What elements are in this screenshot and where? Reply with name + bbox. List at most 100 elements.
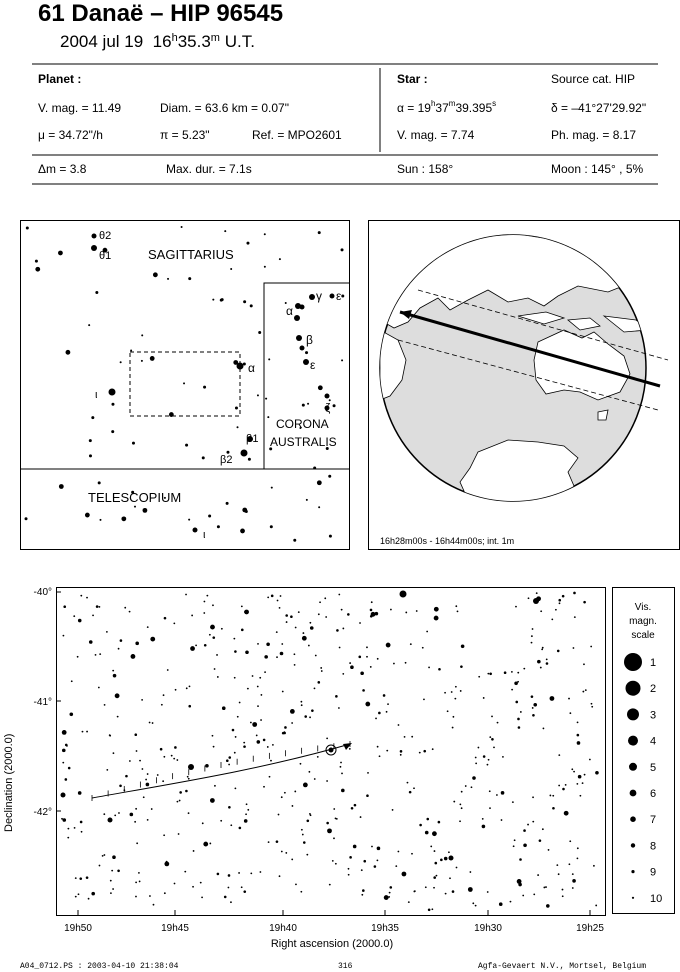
finder-star [318, 506, 321, 509]
chart-star [367, 771, 369, 774]
chart-star [453, 800, 456, 803]
chart-star [173, 622, 176, 625]
chart-star [142, 796, 145, 799]
chart-star [255, 734, 258, 737]
chart-star [300, 890, 303, 893]
chart-star [243, 819, 248, 823]
chart-star [558, 754, 561, 757]
chart-star [486, 891, 489, 893]
chart-star [326, 821, 329, 825]
chart-star [279, 595, 282, 597]
finder-star [263, 233, 266, 236]
chart-star [347, 867, 350, 870]
chart-star [185, 593, 187, 596]
finder-star [111, 430, 115, 434]
chart-star [489, 736, 492, 739]
planet-diameter: Diam. = 63.6 km = 0.07" [160, 101, 289, 115]
ra-tick-19h45: 19h45 [161, 923, 189, 934]
chart-star [551, 618, 554, 621]
finder-star [121, 516, 127, 522]
chart-star [517, 680, 519, 683]
chart-star [530, 641, 533, 644]
chart-star [149, 895, 151, 897]
chart-star [340, 608, 343, 611]
chart-star [243, 890, 247, 893]
chart-star [278, 875, 281, 878]
chart-star [240, 628, 244, 632]
chart-star [360, 671, 364, 676]
chart-star [212, 636, 216, 639]
chart-star [454, 685, 457, 688]
asteroid-path [91, 741, 352, 801]
chart-star [128, 610, 131, 613]
chart-star [564, 783, 567, 786]
chart-star [370, 601, 373, 604]
chart-star [421, 646, 424, 649]
planet-vmag: V. mag. = 11.49 [38, 101, 122, 115]
chart-star [243, 745, 246, 748]
chart-star [74, 877, 77, 880]
chart-star [423, 698, 425, 701]
chart-star [114, 693, 120, 699]
chart-star [70, 680, 73, 683]
chart-star [576, 733, 580, 737]
footer-filename: A04_0712.PS : 2003-04-10 21:38:04 [20, 962, 179, 971]
chart-star [184, 870, 187, 873]
chart-star [247, 808, 250, 811]
finder-star [307, 402, 310, 405]
finder-star [249, 304, 253, 308]
chart-star [338, 646, 341, 649]
chart-star [547, 849, 550, 851]
chart-star [455, 866, 458, 869]
chart-star [138, 871, 140, 874]
chart-star [139, 759, 141, 762]
chart-star [530, 695, 534, 698]
chart-star [524, 844, 527, 846]
finder-star [220, 298, 224, 302]
event-datetime: 2004 jul 19 16h35.3m U.T. [60, 32, 255, 52]
chart-star [443, 856, 448, 861]
chart-star [203, 841, 209, 847]
chart-star [179, 791, 182, 794]
chart-star [61, 729, 67, 735]
chart-star [128, 760, 131, 762]
chart-star [309, 813, 311, 815]
chart-star [395, 865, 398, 867]
chart-star [304, 715, 308, 718]
chart-star [393, 662, 395, 665]
chart-star [307, 644, 310, 647]
chart-star [98, 605, 101, 608]
finder-star [25, 226, 29, 230]
chart-star [233, 676, 236, 679]
magnitude-scale: Vis. magn. scale 1 2 3 4 5 6 7 8 9 10 [612, 587, 675, 914]
chart-star [515, 605, 517, 608]
chart-star [277, 813, 280, 816]
chart-star [573, 591, 576, 595]
chart-star [283, 731, 286, 734]
chart-star [375, 717, 377, 720]
chart-star [230, 824, 233, 827]
chart-star [289, 708, 295, 714]
chart-star [431, 908, 434, 911]
chart-star [106, 768, 109, 771]
chart-star [280, 850, 283, 853]
chart-star [541, 648, 544, 651]
chart-star [199, 881, 202, 884]
chart-stars [60, 590, 599, 912]
finder-star [111, 402, 115, 406]
chart-star [448, 851, 450, 854]
chart-star [112, 855, 116, 860]
scale-label-6: 6 [650, 788, 656, 800]
chart-star [415, 610, 418, 612]
chart-star [151, 722, 154, 724]
chart-star [240, 886, 243, 889]
chart-star [116, 715, 119, 718]
chart-star [409, 643, 412, 646]
chart-star [512, 845, 515, 848]
chart-star [302, 782, 308, 788]
finder-star [99, 518, 102, 521]
chart-star [511, 688, 514, 691]
finder-star [34, 259, 38, 263]
occultation-path-limit-south [397, 339, 659, 411]
chart-star [73, 615, 76, 618]
